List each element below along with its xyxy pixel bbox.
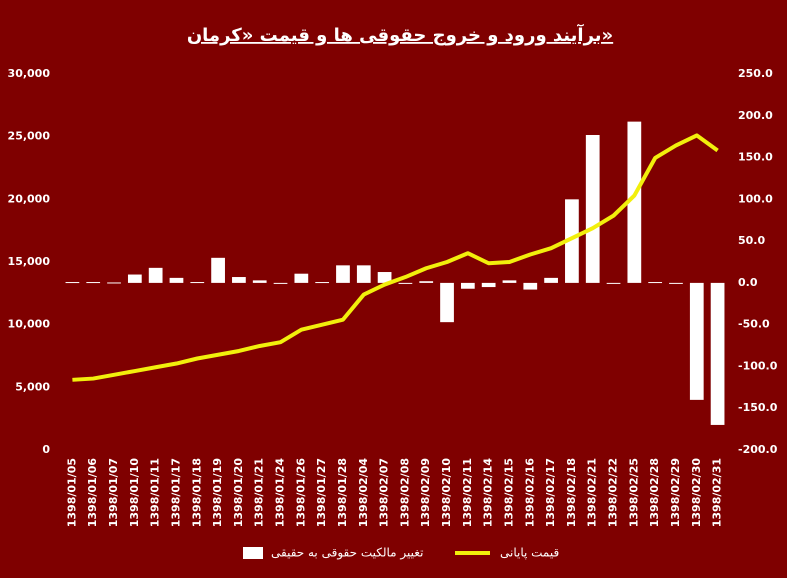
x-tick-label: 1398/01/20 xyxy=(232,458,245,528)
bar xyxy=(232,277,246,283)
x-tick-label: 1398/01/06 xyxy=(86,458,99,528)
y-tick-label: 15,000 xyxy=(8,255,51,268)
y-tick-label: 5,000 xyxy=(15,380,50,393)
y-tick-label: 20,000 xyxy=(8,192,51,205)
legend-swatch xyxy=(243,547,263,559)
bar xyxy=(544,277,558,283)
legend-label: تغییر مالکیت حقوقی به حقیقی xyxy=(271,546,423,561)
x-tick-label: 1398/02/15 xyxy=(502,458,515,527)
bar xyxy=(627,121,642,283)
chart-title: برآیند ورود و خروج حقوقی ها و قیمت «کرما… xyxy=(187,23,613,46)
bar xyxy=(336,265,350,283)
x-tick-label: 1398/01/07 xyxy=(107,458,120,527)
x-tick-label: 1398/02/22 xyxy=(607,458,620,527)
bar xyxy=(273,282,288,284)
bar xyxy=(377,272,392,283)
x-tick-label: 1398/02/18 xyxy=(565,458,578,527)
x-tick-label: 1398/01/11 xyxy=(149,458,162,527)
x-tick-label: 1398/01/17 xyxy=(169,458,182,527)
x-tick-label: 1398/02/30 xyxy=(690,458,703,528)
x-tick-label: 1398/02/07 xyxy=(378,458,391,527)
y2-tick-label: 100.0 xyxy=(738,192,773,205)
y-tick-label: 10,000 xyxy=(8,318,51,331)
y2-tick-label: 150.0 xyxy=(738,151,773,164)
y2-tick-label: 250.0 xyxy=(738,67,773,80)
x-tick-label: 1398/02/16 xyxy=(523,458,536,528)
bar xyxy=(315,282,330,284)
bar xyxy=(440,282,454,323)
legend-label: قیمت پایانی xyxy=(500,546,559,560)
y2-tick-label: -200.0 xyxy=(738,443,778,456)
bar xyxy=(169,277,184,283)
bar xyxy=(606,282,621,284)
x-tick-label: 1398/02/10 xyxy=(440,458,453,528)
x-tick-label: 1398/02/14 xyxy=(482,458,495,528)
x-tick-label: 1398/01/28 xyxy=(336,458,349,527)
x-tick-label: 1398/02/21 xyxy=(586,458,599,527)
x-tick-label: 1398/01/24 xyxy=(274,458,287,528)
x-tick-label: 1398/02/17 xyxy=(544,458,557,527)
y-tick-label: 30,000 xyxy=(8,67,51,80)
bar xyxy=(460,282,475,289)
bar xyxy=(211,257,225,283)
x-tick-label: 1398/01/05 xyxy=(65,458,78,527)
y-tick-label: 25,000 xyxy=(8,130,51,143)
x-tick-label: 1398/02/31 xyxy=(711,458,724,527)
bar xyxy=(398,282,413,284)
bar xyxy=(148,267,163,283)
bar xyxy=(65,282,80,284)
y2-tick-label: 0.0 xyxy=(738,276,758,289)
x-tick-label: 1398/01/26 xyxy=(294,458,307,528)
y2-tick-label: 200.0 xyxy=(738,109,773,122)
bar xyxy=(252,280,267,283)
bar xyxy=(294,273,309,283)
bar xyxy=(585,134,600,283)
x-tick-label: 1398/02/28 xyxy=(648,458,661,527)
bar xyxy=(565,199,579,283)
x-tick-label: 1398/01/18 xyxy=(190,458,203,527)
bar xyxy=(502,280,517,283)
bar xyxy=(419,281,434,283)
bar xyxy=(710,282,725,425)
bar xyxy=(689,282,704,400)
x-tick-label: 1398/02/08 xyxy=(398,458,411,527)
x-tick-label: 1398/02/09 xyxy=(419,458,432,527)
line xyxy=(72,133,719,382)
bar xyxy=(648,282,663,284)
bar xyxy=(127,274,142,283)
x-tick-label: 1398/02/04 xyxy=(357,458,370,528)
y2-tick-label: -150.0 xyxy=(738,401,778,414)
y2-tick-label: 50.0 xyxy=(738,234,765,247)
y2-tick-label: -50.0 xyxy=(738,318,770,331)
bar xyxy=(107,282,121,284)
x-tick-label: 1398/01/21 xyxy=(253,458,266,527)
x-tick-label: 1398/02/29 xyxy=(669,458,682,527)
bar xyxy=(669,282,683,284)
y-tick-label: 0 xyxy=(42,443,50,456)
bar xyxy=(190,282,205,284)
x-tick-label: 1398/01/19 xyxy=(211,458,224,527)
x-tick-label: 1398/01/27 xyxy=(315,458,328,527)
bar xyxy=(86,282,101,284)
bar xyxy=(523,282,538,290)
x-tick-label: 1398/02/25 xyxy=(627,458,640,527)
x-tick-label: 1398/01/10 xyxy=(128,458,141,528)
y2-tick-label: -100.0 xyxy=(738,359,778,372)
bar xyxy=(356,265,371,283)
x-tick-label: 1398/02/11 xyxy=(461,458,474,527)
bar xyxy=(481,282,496,288)
